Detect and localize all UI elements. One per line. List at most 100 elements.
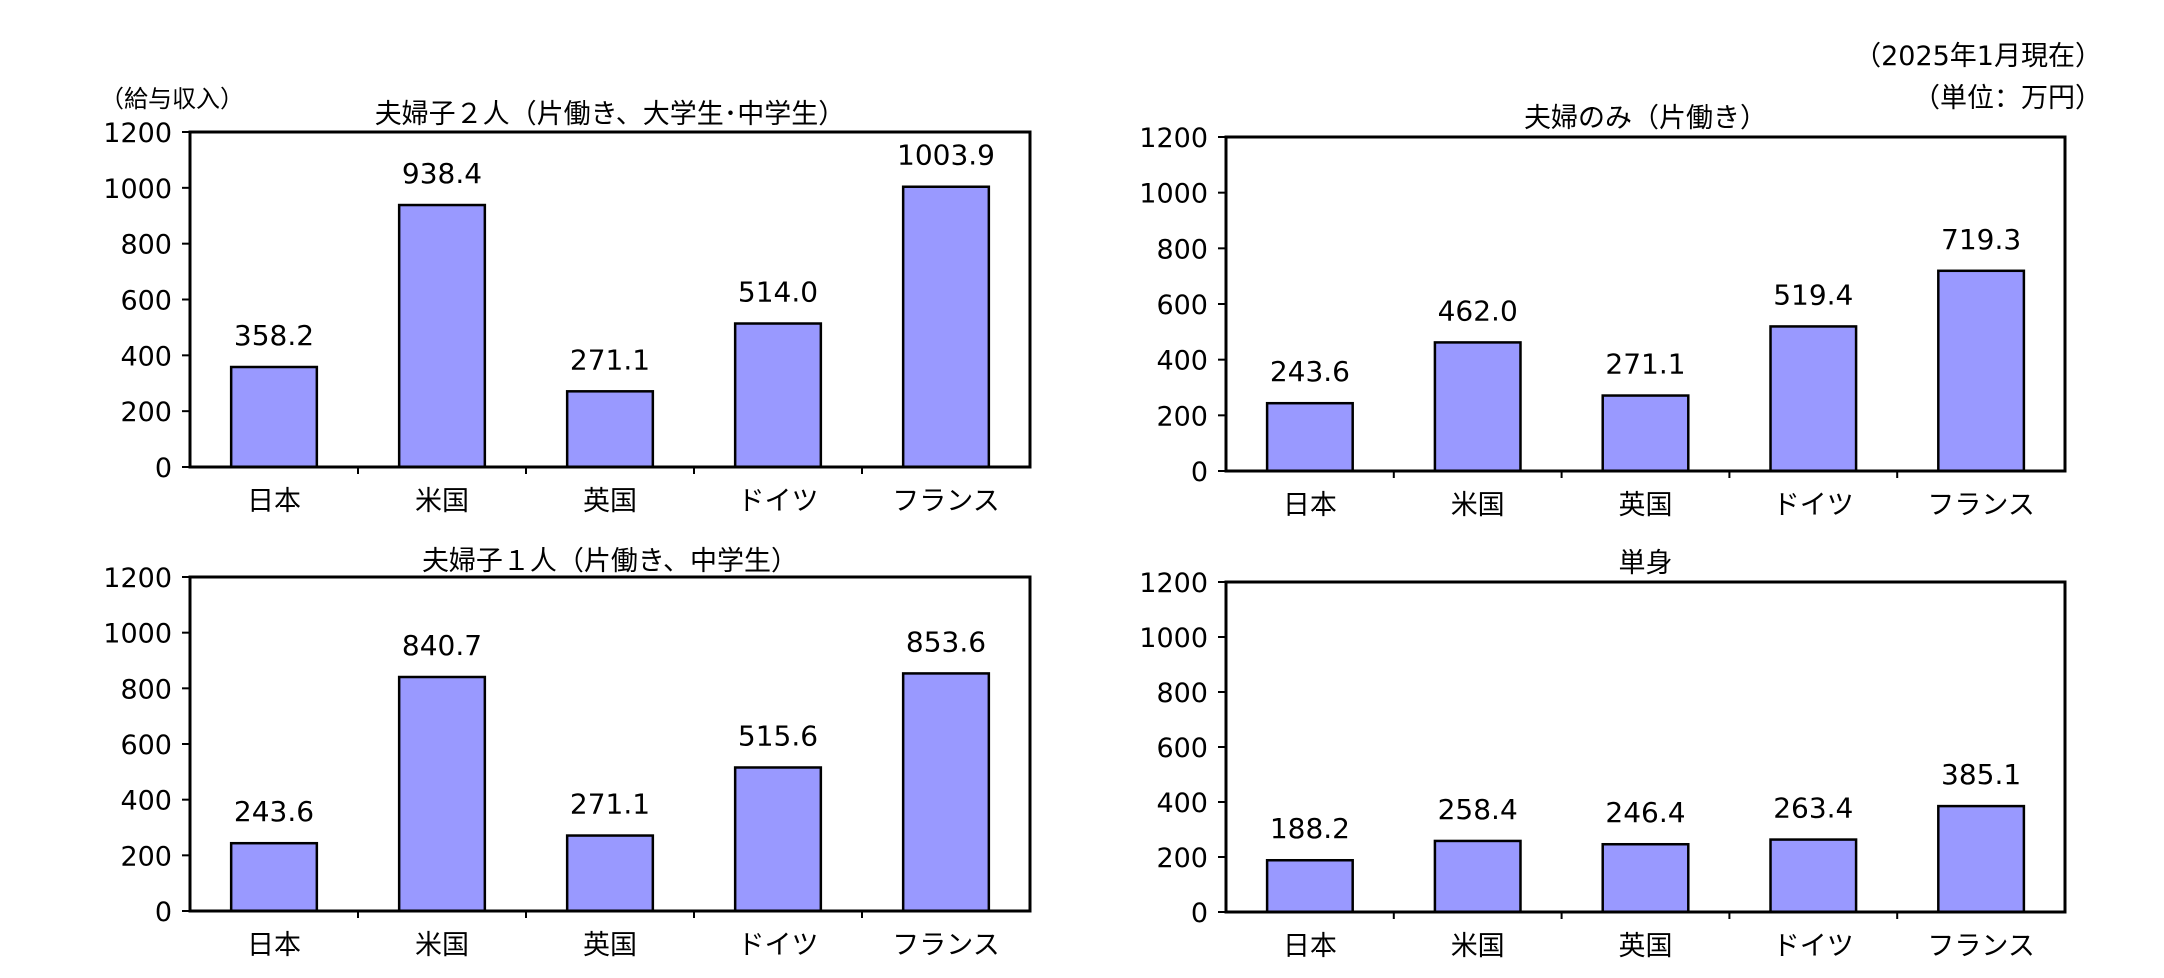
- y-tick-label: 400: [1156, 346, 1208, 377]
- data-label: 462.0: [1438, 294, 1518, 327]
- x-tick-label: フランス: [892, 930, 999, 961]
- data-label: 853.6: [906, 625, 986, 658]
- data-label: 246.4: [1605, 796, 1685, 829]
- x-tick-label: 日本: [1283, 490, 1337, 521]
- bar: [397, 203, 487, 469]
- bar: [1601, 842, 1690, 914]
- data-label: 514.0: [738, 276, 818, 309]
- x-tick-label: 英国: [583, 486, 637, 517]
- bar: [1433, 839, 1522, 914]
- data-label: 840.7: [402, 629, 482, 662]
- x-tick-label: 英国: [1619, 490, 1673, 521]
- bar: [1265, 858, 1354, 914]
- data-label: 519.4: [1773, 278, 1853, 311]
- bar: [1601, 394, 1690, 473]
- y-tick-label: 800: [1156, 234, 1208, 265]
- chart-panel-2: 夫婦のみ（片働き） 243.6 日本 462.0 米国 271.1 英国 519.4 ドイツ 71…: [1139, 103, 2067, 521]
- data-label: 1003.9: [897, 139, 995, 172]
- y-tick-label: 200: [120, 841, 172, 872]
- data-label: 515.6: [738, 719, 818, 752]
- bar: [1937, 269, 2026, 473]
- bar: [1265, 401, 1354, 473]
- y-tick-label: 0: [155, 453, 172, 484]
- y-tick-label: 0: [1191, 457, 1208, 488]
- y-tick-label: 600: [1156, 290, 1208, 321]
- bar: [1769, 838, 1858, 914]
- y-tick-label: 800: [120, 674, 172, 705]
- x-tick-label: 米国: [1451, 931, 1505, 962]
- bar: [565, 834, 655, 913]
- x-tick-label: フランス: [1927, 931, 2034, 962]
- chart-panel-3: 夫婦子１人（片働き、中学生） 243.6 日本 840.7 米国 271.1 英国 515.6…: [103, 546, 1032, 961]
- bar: [1769, 325, 1858, 473]
- unit-note: （単位：万円）: [1913, 83, 2102, 114]
- bar: [901, 185, 991, 469]
- x-tick-label: ドイツ: [1773, 931, 1854, 962]
- y-tick-label: 1000: [103, 174, 172, 205]
- x-tick-label: ドイツ: [738, 930, 819, 961]
- y-tick-label: 600: [1156, 733, 1208, 764]
- chart-title: 単身: [1619, 548, 1673, 579]
- y-tick-label: 1000: [1139, 179, 1208, 210]
- y-tick-label: 1200: [1139, 568, 1208, 599]
- y-tick-label: 800: [1156, 678, 1208, 709]
- x-tick-label: フランス: [1927, 490, 2034, 521]
- data-label: 385.1: [1941, 758, 2021, 791]
- bar: [229, 365, 319, 469]
- bar: [397, 675, 487, 913]
- plot-frame: [188, 575, 1032, 913]
- data-label: 243.6: [234, 795, 314, 828]
- chart-panel-4: 単身 188.2 日本 258.4 米国 246.4 英国 263.4 ドイツ 385.1 フランス…: [1139, 548, 2067, 962]
- data-label: 271.1: [570, 343, 650, 376]
- date-note: （2025年1月現在）: [1854, 41, 2102, 72]
- x-tick-label: 日本: [247, 930, 301, 961]
- y-tick-label: 1000: [1139, 623, 1208, 654]
- x-tick-label: 日本: [1283, 931, 1337, 962]
- y-tick-label: 0: [155, 897, 172, 928]
- y-axis-caption: （給与収入）: [100, 85, 244, 113]
- plot-frame: [188, 130, 1032, 469]
- data-label: 243.6: [1270, 355, 1350, 388]
- x-tick-label: 日本: [247, 486, 301, 517]
- data-label: 938.4: [402, 157, 482, 190]
- bar: [229, 841, 319, 913]
- x-tick-label: 米国: [1451, 490, 1505, 521]
- plot-frame: [1224, 135, 2067, 473]
- y-tick-label: 1000: [103, 619, 172, 650]
- data-label: 719.3: [1941, 223, 2021, 256]
- y-tick-label: 1200: [103, 118, 172, 149]
- y-tick-label: 200: [120, 397, 172, 428]
- chart-title: 夫婦のみ（片働き）: [1524, 103, 1767, 134]
- x-tick-label: 米国: [415, 930, 469, 961]
- data-label: 188.2: [1270, 812, 1350, 845]
- data-label: 271.1: [570, 788, 650, 821]
- data-label: 271.1: [1605, 348, 1685, 381]
- x-tick-label: 英国: [1619, 931, 1673, 962]
- bar: [565, 390, 655, 469]
- y-tick-label: 400: [120, 341, 172, 372]
- y-tick-label: 400: [1156, 788, 1208, 819]
- y-tick-label: 800: [120, 230, 172, 261]
- y-tick-label: 600: [120, 730, 172, 761]
- bar: [733, 322, 823, 469]
- y-tick-label: 0: [1191, 898, 1208, 929]
- x-tick-label: フランス: [892, 486, 999, 517]
- data-label: 258.4: [1438, 793, 1518, 826]
- x-tick-label: ドイツ: [1773, 490, 1854, 521]
- chart-title: 夫婦子１人（片働き、中学生）: [422, 546, 798, 577]
- x-tick-label: 米国: [415, 486, 469, 517]
- y-tick-label: 1200: [1139, 123, 1208, 154]
- chart-title: 夫婦子２人（片働き、大学生･中学生）: [375, 99, 846, 130]
- y-tick-label: 600: [120, 286, 172, 317]
- bar: [1433, 341, 1522, 473]
- bar: [1937, 804, 2026, 914]
- bar: [733, 766, 823, 913]
- plot-frame: [1224, 580, 2067, 914]
- x-tick-label: 英国: [583, 930, 637, 961]
- bar: [901, 672, 991, 913]
- data-label: 263.4: [1773, 792, 1853, 825]
- data-label: 358.2: [234, 319, 314, 352]
- chart-panel-1: 夫婦子２人（片働き、大学生･中学生） 358.2 日本 938.4 米国 271.1 英国 5…: [103, 99, 1032, 517]
